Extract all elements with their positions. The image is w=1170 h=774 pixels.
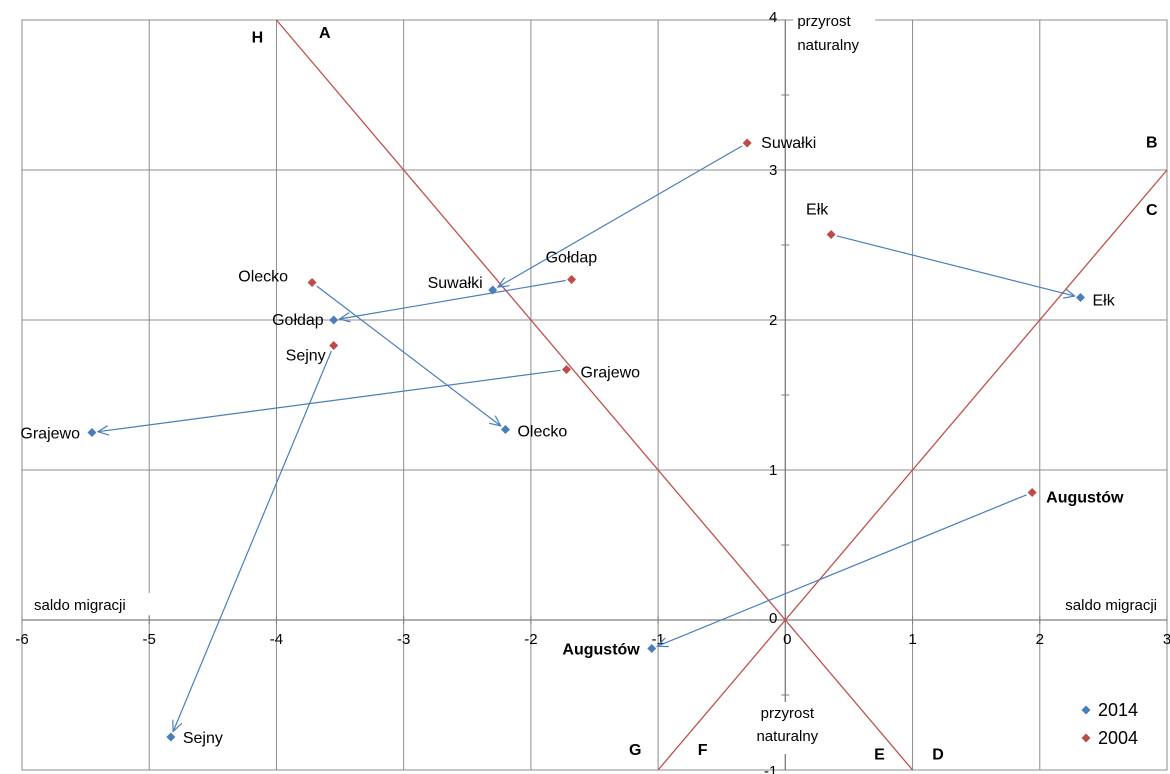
x-tick-label: -2 bbox=[524, 631, 537, 648]
reference-line bbox=[275, 19, 914, 771]
point-2014-sejny bbox=[166, 732, 176, 742]
arrows bbox=[98, 145, 1075, 731]
y-axis-title-top: przyrost bbox=[797, 13, 851, 30]
point-label-2014: Grajewo bbox=[20, 426, 80, 443]
point-label-2014: Olecko bbox=[517, 424, 567, 441]
point-2014-augustów bbox=[647, 644, 657, 653]
y-axis-title-bottom: naturalny bbox=[756, 728, 818, 745]
x-tick-label: 0 bbox=[783, 631, 791, 648]
axis-title-bg bbox=[743, 702, 830, 754]
point-label-2004: Augustów bbox=[1046, 490, 1124, 507]
point-label-2004: Grajewo bbox=[581, 365, 641, 382]
data-points bbox=[87, 138, 1085, 742]
region-label-d: D bbox=[932, 747, 944, 764]
plot-border bbox=[21, 19, 1168, 771]
legend-label-2014: 2014 bbox=[1098, 700, 1138, 720]
point-2004-gołdap bbox=[567, 275, 577, 284]
legend-bg bbox=[1072, 694, 1154, 754]
reference-lines bbox=[275, 19, 1168, 771]
arrow-olecko bbox=[316, 285, 501, 426]
legend-marker-2014 bbox=[1081, 705, 1091, 715]
axis-title-bg bbox=[793, 12, 876, 64]
point-label-2014: Suwałki bbox=[428, 275, 483, 292]
x-tick-label: -4 bbox=[270, 631, 283, 648]
arrow-gołdap bbox=[340, 279, 566, 319]
x-tick-label: -3 bbox=[397, 631, 410, 648]
point-2014-grajewo bbox=[87, 428, 97, 437]
region-label-e: E bbox=[874, 747, 885, 764]
y-tick-label: -1 bbox=[764, 763, 777, 774]
x-axis-title-right: saldo migracji bbox=[1065, 597, 1157, 614]
label-bg bbox=[1043, 487, 1146, 508]
region-label-g: G bbox=[629, 742, 641, 759]
y-tick-label: 3 bbox=[769, 162, 777, 179]
label-bg bbox=[540, 639, 643, 660]
axis-title-bg bbox=[1042, 593, 1162, 615]
y-tick-label: 2 bbox=[769, 312, 777, 329]
point-2004-sejny bbox=[329, 341, 339, 350]
point-label-2014: Ełk bbox=[1092, 293, 1115, 310]
point-2004-ełk bbox=[826, 230, 836, 239]
point-label-2014: Sejny bbox=[183, 730, 223, 747]
point-label-2004: Gołdap bbox=[546, 250, 598, 267]
y-tick-label: 4 bbox=[769, 9, 777, 26]
x-tick-label: 1 bbox=[908, 631, 916, 648]
arrow-grajewo bbox=[98, 369, 561, 431]
region-label-c: C bbox=[1146, 202, 1158, 219]
labels: Suwałki Gołdap Grajewo Olecko Sejny Ełk August… bbox=[20, 25, 1158, 764]
y-tick-label: 1 bbox=[769, 462, 777, 479]
point-2014-gołdap bbox=[329, 315, 339, 325]
x-tick-label: 2 bbox=[1036, 631, 1044, 648]
point-label-2014: Gołdap bbox=[272, 312, 324, 329]
point-label-2004: Sejny bbox=[286, 348, 326, 365]
point-2014-olecko bbox=[500, 425, 510, 434]
x-tick-label: -5 bbox=[143, 631, 156, 648]
point-2004-suwałki bbox=[742, 138, 752, 148]
region-label-b: B bbox=[1146, 135, 1158, 152]
region-label-f: F bbox=[698, 742, 708, 759]
region-label-a: A bbox=[319, 25, 331, 42]
x-tick-label: -6 bbox=[15, 631, 28, 648]
point-2004-augustów bbox=[1027, 488, 1037, 497]
legend-label-2004: 2004 bbox=[1098, 728, 1138, 748]
point-2014-suwałki bbox=[488, 285, 498, 295]
x-tick-label: 3 bbox=[1163, 631, 1170, 648]
axis-title-bg bbox=[30, 593, 155, 615]
point-2004-olecko bbox=[307, 278, 317, 287]
legend: 2014 2004 bbox=[1072, 694, 1154, 754]
reference-line bbox=[657, 169, 1168, 771]
region-label-h: H bbox=[252, 30, 264, 47]
point-label-2004: Ełk bbox=[806, 202, 829, 219]
arrow-ełk bbox=[836, 235, 1075, 296]
point-2004-grajewo bbox=[562, 365, 572, 374]
point-label-2004: Suwałki bbox=[761, 135, 816, 152]
legend-marker-2004 bbox=[1081, 733, 1091, 743]
y-axis-title-bottom: przyrost bbox=[761, 705, 815, 722]
arrow-augustów bbox=[657, 494, 1027, 646]
y-axis-title-top: naturalny bbox=[797, 37, 859, 54]
point-2014-ełk bbox=[1075, 293, 1085, 302]
y-tick-label: 0 bbox=[769, 610, 777, 627]
arrow-suwałki bbox=[498, 145, 743, 287]
point-label-2014: Augustów bbox=[562, 642, 640, 659]
arrow-sejny bbox=[173, 350, 332, 731]
x-axis-title-left: saldo migracji bbox=[34, 597, 126, 614]
point-label-2004: Olecko bbox=[238, 269, 288, 286]
